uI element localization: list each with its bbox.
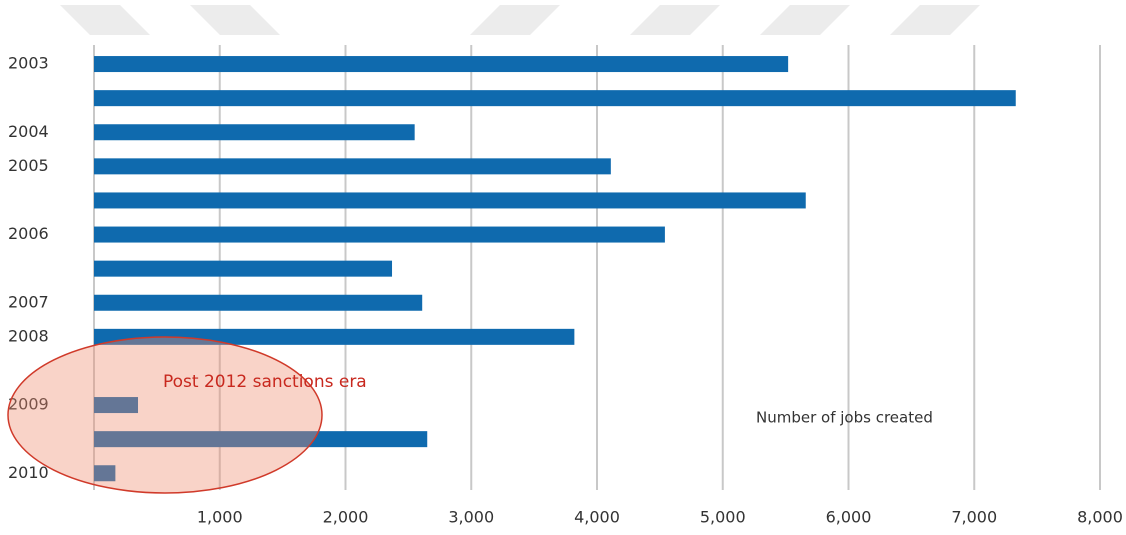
x-tick-label: 2,000 [323, 508, 369, 527]
y-tick-label: 2003 [8, 54, 49, 73]
y-tick-label: 2006 [8, 224, 49, 243]
bar [94, 431, 428, 448]
y-tick-label: 2007 [8, 292, 49, 311]
x-tick-label: 6,000 [826, 508, 872, 527]
y-tick-label: 2010 [8, 463, 49, 482]
highlight-ellipse [7, 336, 323, 494]
y-tick-label: 2008 [8, 326, 49, 345]
y-tick-label: 2009 [8, 395, 49, 414]
x-tick-label: 5,000 [700, 508, 746, 527]
x-tick-label: 7,000 [951, 508, 997, 527]
x-tick-label: 3,000 [448, 508, 494, 527]
bar [94, 397, 139, 414]
bar [94, 158, 611, 175]
bar [94, 226, 665, 243]
x-tick-label: 8,000 [1077, 508, 1123, 527]
bar [94, 90, 1016, 107]
bar [94, 294, 423, 311]
y-tick-label: 2004 [8, 122, 49, 141]
x-tick-label: 1,000 [197, 508, 243, 527]
bar [94, 465, 116, 482]
x-tick-label: 4,000 [574, 508, 620, 527]
bar [94, 260, 393, 277]
bar [94, 56, 789, 73]
annotation: Post 2012 sanctions era [163, 372, 367, 392]
bar [94, 124, 415, 141]
annotation: Number of jobs created [756, 409, 933, 427]
y-tick-label: 2005 [8, 156, 49, 175]
bar [94, 192, 806, 209]
watermark [60, 5, 980, 35]
